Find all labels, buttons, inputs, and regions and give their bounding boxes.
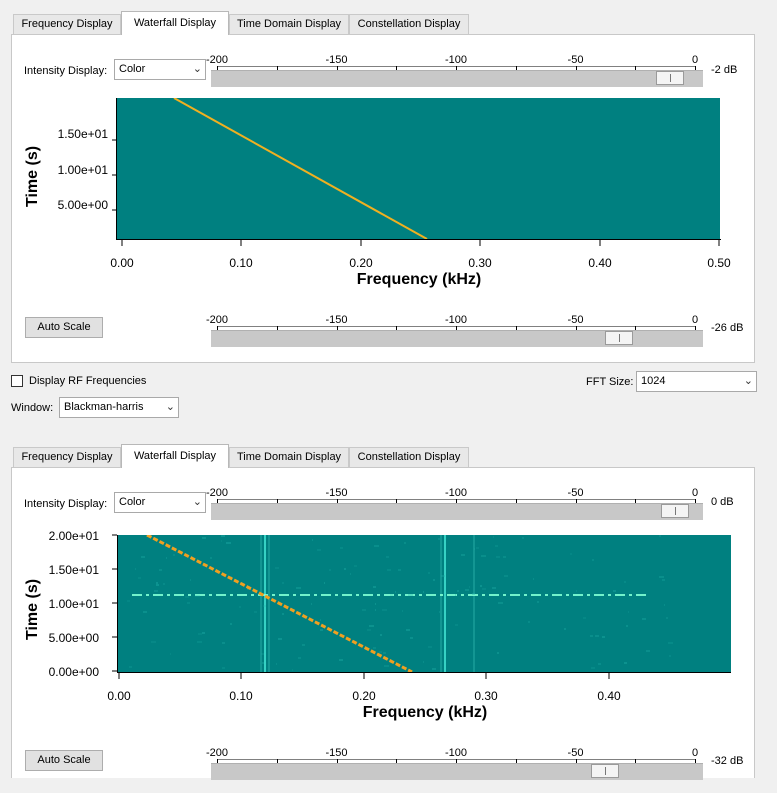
slider-tick-label: -150 (325, 747, 348, 759)
fft-size-value: 1024 (641, 375, 666, 387)
x-tick-label: 0.10 (229, 689, 253, 703)
window-value: Blackman-harris (64, 401, 144, 413)
x-tick-label: 0.30 (468, 256, 492, 270)
top-waterfall-panel: Intensity Display: Color ⌄ Time (s) 1.50… (11, 34, 755, 363)
slider-tick-label: -100 (444, 747, 468, 759)
slider-tick-label: -50 (567, 747, 584, 759)
slider-scale: -200 -150 -100 -50 0 (206, 487, 698, 507)
intensity-display-label: Intensity Display: (24, 498, 108, 510)
x-tick-label: 0.20 (349, 256, 373, 270)
y-tick-label: 5.00e+00 (57, 198, 108, 212)
slider-tick-label: -200 (205, 747, 229, 759)
slider-tick-label: -100 (444, 314, 468, 326)
slider-tick-label: -150 (325, 487, 348, 499)
waterfall-plot-top (116, 98, 720, 239)
intensity-min-slider-top[interactable]: -200 -150 -100 -50 0 (206, 314, 703, 348)
slider-tick-label: -150 (325, 314, 348, 326)
intensity-display-value: Color (119, 496, 146, 508)
x-axis-line (116, 239, 721, 240)
y-tick-label: 1.50e+01 (48, 563, 99, 577)
tab-time-domain-display-bottom[interactable]: Time Domain Display (229, 447, 349, 467)
bottom-axis-ticks (112, 534, 610, 679)
slider-tick-label: -100 (444, 54, 468, 66)
x-tick-label: 0.00 (110, 256, 134, 270)
intensity-display-select[interactable]: Color ⌄ (114, 492, 206, 513)
slider-tick-label: -50 (567, 54, 584, 66)
slider-db-value: -32 dB (711, 755, 744, 767)
tab-constellation-display-bottom[interactable]: Constellation Display (349, 447, 469, 467)
fft-size-select[interactable]: 1024 ⌄ (636, 371, 757, 392)
tab-frequency-display-top[interactable]: Frequency Display (13, 14, 121, 34)
tab-frequency-display-bottom[interactable]: Frequency Display (13, 447, 121, 467)
x-axis-line (117, 672, 731, 673)
slider-handle[interactable] (661, 504, 689, 518)
slider-db-value: -26 dB (711, 322, 744, 334)
chevron-down-icon: ⌄ (192, 496, 202, 508)
tab-waterfall-display-top[interactable]: Waterfall Display (121, 11, 229, 35)
auto-scale-button[interactable]: Auto Scale (25, 317, 103, 338)
signal-sweep-line (173, 98, 428, 239)
tab-waterfall-display-bottom[interactable]: Waterfall Display (121, 444, 229, 468)
slider-tick-label: -100 (444, 487, 468, 499)
auto-scale-button[interactable]: Auto Scale (25, 750, 103, 771)
slider-tick-label: -50 (567, 487, 584, 499)
y-tick-label: 2.00e+01 (48, 529, 99, 543)
display-rf-frequencies-checkbox[interactable] (11, 375, 23, 387)
x-tick-label: 0.10 (229, 256, 253, 270)
slider-tick-label: -200 (205, 54, 229, 66)
y-tick-label: 1.00e+01 (57, 163, 108, 177)
slider-track (211, 503, 703, 520)
waterfall-plot-bottom (117, 535, 731, 672)
y-tick-label: 0.00e+00 (48, 665, 99, 679)
slider-tick-label: -200 (205, 314, 229, 326)
slider-track (211, 70, 703, 87)
intensity-display-select[interactable]: Color ⌄ (114, 59, 206, 80)
slider-tick-label: -50 (567, 314, 584, 326)
slider-tick-label: 0 (691, 54, 699, 66)
y-axis-line (116, 98, 117, 239)
tab-constellation-display-top[interactable]: Constellation Display (349, 14, 469, 34)
x-tick-label: 0.30 (474, 689, 498, 703)
x-tick-label: 0.50 (707, 256, 731, 270)
chevron-down-icon: ⌄ (743, 375, 753, 387)
fft-size-label: FFT Size: (586, 376, 634, 388)
slider-tick-label: 0 (691, 487, 699, 499)
tab-time-domain-display-top[interactable]: Time Domain Display (229, 14, 349, 34)
slider-tick-label: 0 (691, 747, 699, 759)
y-tick-label: 1.00e+01 (48, 597, 99, 611)
window-label: Window: (11, 402, 54, 414)
chevron-down-icon: ⌄ (192, 63, 202, 75)
slider-tick-label: -150 (325, 54, 348, 66)
x-tick-label: 0.20 (352, 689, 376, 703)
intensity-min-slider-bottom[interactable]: -200 -150 -100 -50 0 (206, 747, 703, 781)
intensity-display-label: Intensity Display: (24, 65, 108, 77)
y-tick-label: 5.00e+00 (48, 631, 99, 645)
signal-sweep-line (146, 535, 413, 672)
display-rf-frequencies-label: Display RF Frequencies (29, 375, 147, 387)
slider-track (211, 763, 703, 780)
slider-handle[interactable] (591, 764, 619, 778)
slider-tick-label: 0 (691, 314, 699, 326)
window-select[interactable]: Blackman-harris ⌄ (59, 397, 179, 418)
chevron-down-icon: ⌄ (165, 401, 175, 413)
x-tick-label: 0.00 (107, 689, 131, 703)
slider-handle[interactable] (605, 331, 633, 345)
slider-scale: -200 -150 -100 -50 0 (206, 54, 698, 74)
slider-track (211, 330, 703, 347)
slider-handle[interactable] (656, 71, 684, 85)
x-axis-label: Frequency (kHz) (362, 704, 488, 721)
slider-tick-label: -200 (205, 487, 229, 499)
y-axis-line (117, 535, 118, 672)
y-tick-label: 1.50e+01 (57, 127, 108, 141)
intensity-max-slider-bottom[interactable]: -200 -150 -100 -50 0 (206, 487, 703, 521)
x-tick-label: 0.40 (597, 689, 621, 703)
x-axis-label: Frequency (kHz) (356, 271, 482, 288)
slider-db-value: 0 dB (711, 496, 734, 508)
x-tick-label: 0.40 (588, 256, 612, 270)
intensity-max-slider-top[interactable]: -200 -150 -100 -50 0 (206, 54, 703, 88)
top-axis-ticks (112, 139, 720, 246)
slider-db-value: -2 dB (711, 64, 738, 76)
intensity-display-value: Color (119, 63, 146, 75)
